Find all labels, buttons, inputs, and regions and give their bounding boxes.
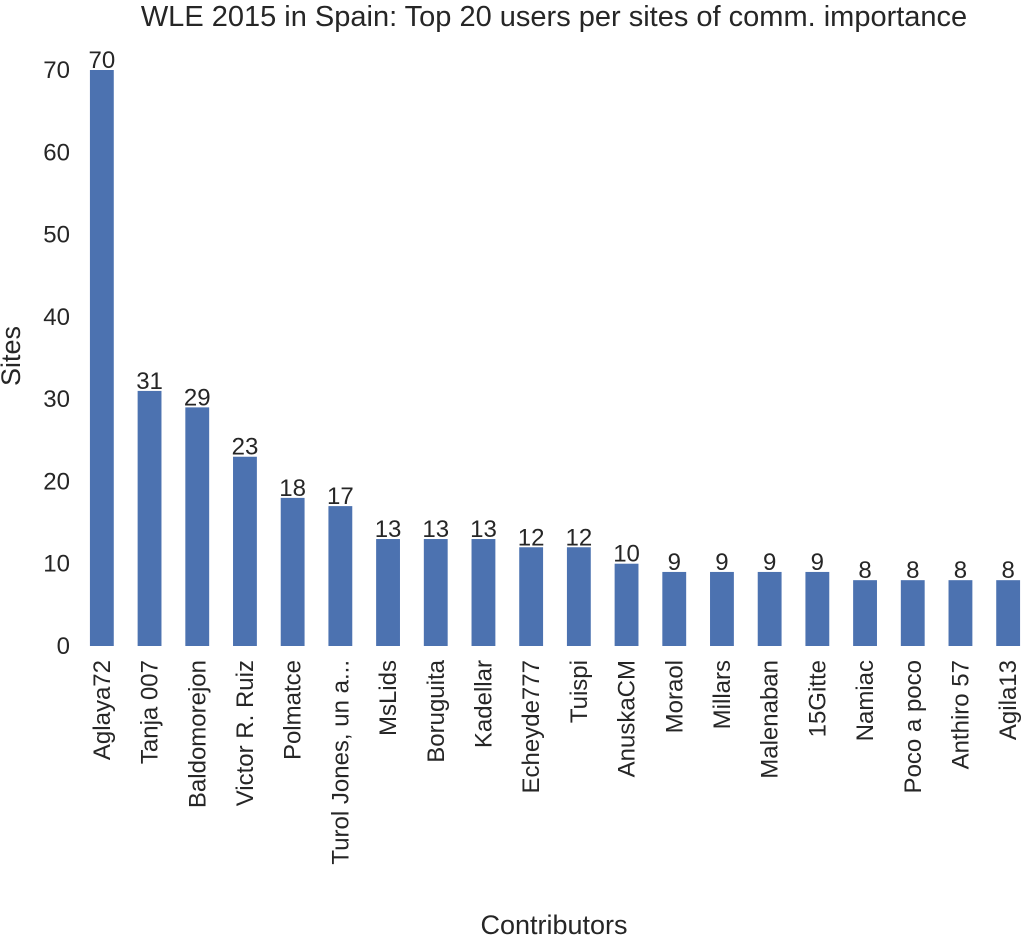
bar-value-label: 13 [375,516,402,543]
bar [900,580,925,646]
bar-value-label: 9 [811,549,824,576]
bar-value-label: 17 [327,483,354,510]
x-tick-label: AnuskaCM [614,660,641,777]
x-tick-label: Turol Jones, un a... [327,660,354,865]
x-tick-label: Kadellar [470,660,497,748]
chart-title: WLE 2015 in Spain: Top 20 users per site… [141,1,967,33]
x-axis-ticks: Aglaya72 Tanja 007 Baldomorejon Victor R. R… [89,659,1022,864]
y-tick-label: 30 [43,386,70,413]
bar-value-label: 9 [715,549,728,576]
bar [805,571,830,646]
bar-value-label: 10 [613,541,640,568]
bar-value-label: 12 [565,524,592,551]
x-tick-label: Victor R. Ruiz [232,660,259,806]
x-tick-label: Agila13 [995,660,1022,740]
bar [996,580,1021,646]
x-tick-label: Poco a poco [900,660,927,793]
bar-value-label: 13 [422,516,449,543]
x-tick-label: MsLids [375,660,402,736]
bar-value-labels: 70 31 29 23 18 17 13 13 13 12 12 10 9 9 9 9 8 8 8 8 [88,47,1014,584]
x-tick-label: Aglaya72 [89,660,116,760]
bar-value-label: 12 [518,524,545,551]
bar [853,580,877,646]
bar [757,571,782,646]
y-tick-label: 0 [57,633,70,660]
bar-value-label: 29 [184,384,211,411]
y-axis-label: Sites [0,326,26,386]
bar-value-label: 70 [88,47,115,74]
x-tick-label: Polmatce [280,660,307,760]
x-tick-label: Anthiro 57 [947,660,974,769]
bar [519,547,544,646]
bar-value-label: 13 [470,516,497,543]
x-tick-label: Boruguita [423,659,450,762]
bars [89,70,1021,646]
bar-value-label: 8 [954,557,967,584]
bar-value-label: 18 [279,475,306,502]
bar [423,539,448,646]
bar [376,539,400,646]
x-tick-label: Tuispi [566,660,593,723]
bar-value-label: 8 [1001,557,1014,584]
bar [328,506,353,646]
x-tick-label: Moraol [661,660,688,733]
x-tick-label: Namiac [852,660,879,741]
y-axis-ticks: 0 10 20 30 40 50 60 70 [43,57,70,660]
x-tick-label: Echeyde777 [518,660,545,793]
bar [662,571,687,646]
bar [89,70,114,646]
x-tick-label: Tanja 007 [137,660,164,764]
bar [280,497,305,646]
bar [471,539,496,646]
bar [948,580,973,646]
bar-value-label: 23 [232,434,259,461]
x-tick-label: Baldomorejon [184,660,211,808]
y-tick-label: 60 [43,139,70,166]
x-tick-label: 15Gitte [804,660,831,737]
y-tick-label: 70 [43,57,70,84]
bar-value-label: 31 [136,368,163,395]
y-tick-label: 40 [43,304,70,331]
bar [566,547,591,646]
bar [137,390,162,646]
bar-value-label: 9 [668,549,681,576]
bar [233,456,257,646]
bar-value-label: 8 [858,557,871,584]
x-tick-label: Malenaban [757,660,784,779]
bar [185,407,210,646]
x-tick-label: Millars [709,660,736,729]
y-tick-label: 20 [43,468,70,495]
bar [710,571,734,646]
bar-value-label: 8 [906,557,919,584]
y-tick-label: 50 [43,222,70,249]
y-tick-label: 10 [43,551,70,578]
x-axis-label: Contributors [480,910,627,940]
bar [614,563,639,646]
bar-value-label: 9 [763,549,776,576]
